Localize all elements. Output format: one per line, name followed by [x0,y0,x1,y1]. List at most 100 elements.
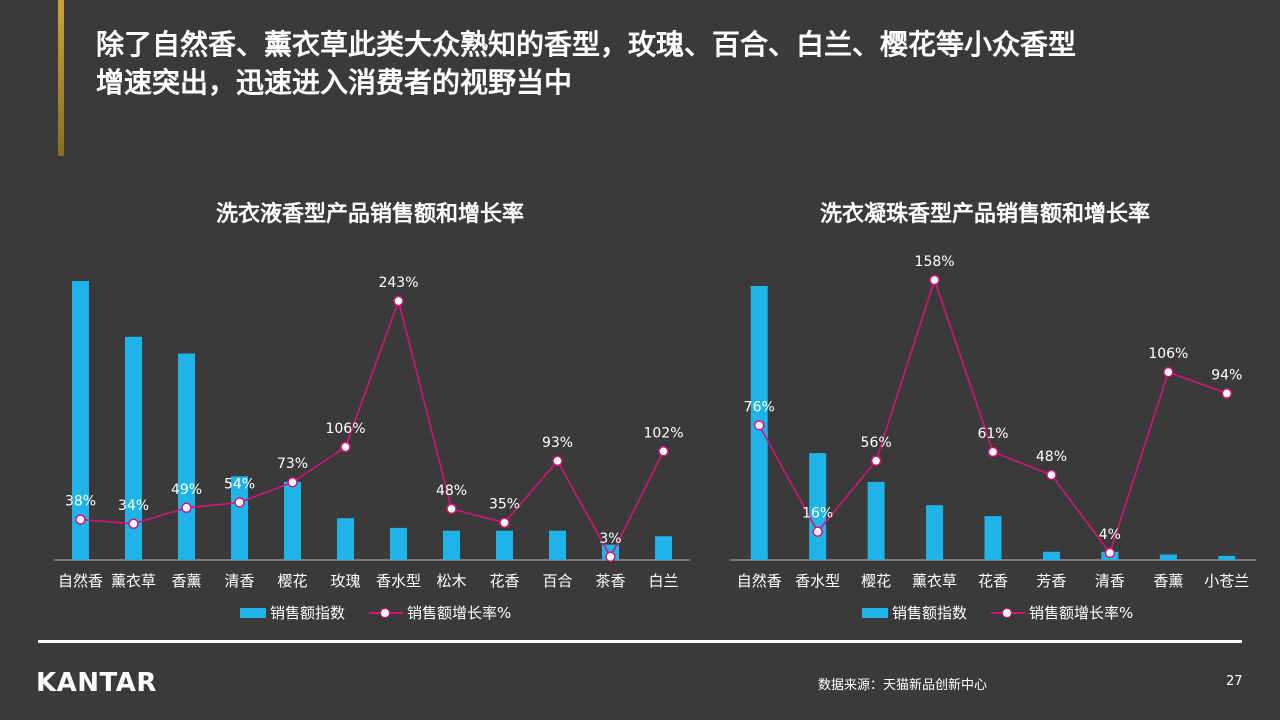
chart1-category-label: 松木 [436,572,466,590]
chart2-category-label: 花香 [978,572,1008,590]
chart1-growth-label: 38% [65,493,96,509]
chart1-growth-point [340,441,351,453]
chart2-category-label: 清香 [1095,572,1125,590]
chart2-growth-point [753,420,765,431]
chart2-growth-point [987,446,999,458]
chart2-category-label: 芳香 [1036,572,1066,590]
chart1-bar [655,536,672,560]
chart2-growth-label: 61% [977,426,1008,442]
chart1-bar [337,518,354,560]
chart2-category-label: 香薰 [1153,572,1183,590]
chart1-bar [125,336,142,560]
chart1-bar [284,481,301,560]
chart1-growth-point [234,497,245,508]
chart1-legend: 销售额指数 销售额增长率% [240,602,511,623]
chart2-category-label: 自然香 [737,572,782,590]
chart1-growth-label: 54% [224,476,255,492]
chart2-category-label: 香水型 [795,572,840,590]
chart1-growth-point [393,295,404,307]
chart1-bar [549,530,566,560]
chart1-category-label: 香薰 [171,572,201,590]
page-title-line1: 除了自然香、薰衣草此类大众熟知的香型，玫瑰、百合、白兰、樱花等小众香型 [96,28,1077,61]
page-title: 除了自然香、薰衣草此类大众熟知的香型，玫瑰、百合、白兰、樱花等小众香型 增速突出… [96,26,1246,102]
chart1-growth-point [128,518,139,530]
legend-line-swatch [369,607,404,619]
chart2-growth-label: 94% [1211,367,1242,383]
chart1-bar [443,530,460,560]
chart1-category-label: 茶香 [595,572,625,590]
chart1-growth-point [181,502,192,514]
chart1-growth-label: 49% [171,482,202,498]
kantar-logo: KANTAR [36,668,157,698]
chart1-bar [390,527,407,560]
legend-line-label: 销售额增长率% [1029,604,1134,622]
chart2-bar [1042,551,1060,560]
chart2-growth-point [870,455,882,467]
chart1-growth-label: 48% [436,483,467,499]
chart1-category-label: 薰衣草 [111,572,156,590]
chart2-legend: 销售额指数 销售额增长率% [862,602,1133,623]
chart2-growth-label: 106% [1148,346,1188,362]
chart1-category-label: 百合 [542,572,572,590]
chart2-growth-point [1046,469,1057,481]
chart2-growth-point [812,526,823,537]
chart1-growth-label: 106% [325,421,365,437]
chart2-bar [926,505,944,560]
legend-bar-swatch [240,607,266,618]
chart2-title: 洗衣凝珠香型产品销售额和增长率 [819,202,1150,227]
chart2-growth-point [929,274,940,286]
chart1-category-label: 樱花 [277,572,307,590]
chart1-bar [72,281,89,560]
chart2-growth-point [1104,547,1116,559]
chart1-category-label: 花香 [489,572,519,590]
chart1-bar [178,353,195,560]
chart2-category-label: 樱花 [861,572,891,590]
chart2-bar [1218,555,1236,560]
chart1-bar [231,476,248,560]
chart2-bar [1159,554,1177,560]
chart1-category-label: 自然香 [58,572,103,590]
legend-line-swatch [991,607,1026,619]
page-title-line2: 增速突出，迅速进入消费者的视野当中 [96,66,573,99]
chart2-growth-point [1221,388,1233,399]
chart2-growth-label: 158% [915,254,955,270]
chart2-bar [984,516,1002,560]
chart2-growth-label: 76% [744,399,775,415]
legend-bar-label: 销售额指数 [892,604,968,622]
chart1-growth-label: 3% [599,531,621,547]
chart1-growth-label: 73% [277,456,308,472]
chart1-growth-label: 34% [118,498,149,514]
chart1-growth-label: 102% [643,425,683,441]
chart1-category-label: 白兰 [648,572,678,590]
chart2-bar [867,481,885,560]
legend-line-label: 销售额增长率% [407,604,512,622]
chart1-category-label: 玫瑰 [330,572,360,590]
data-source: 数据来源：天猫新品创新中心 [818,678,988,693]
chart1-growth-label: 35% [489,497,520,513]
chart1-growth-point [75,514,86,525]
chart1-category-label: 清香 [224,572,254,590]
chart1-growth-point [658,446,669,457]
chart2-category-label: 薰衣草 [912,572,957,590]
chart1-growth-point [552,455,563,467]
chart2-growth-label: 16% [802,506,833,522]
chart2-growth-label: 48% [1036,449,1067,465]
chart2-growth-point [1163,366,1174,378]
chart2-category-label: 小苍兰 [1204,572,1249,590]
chart1-growth-point [605,551,616,563]
chart1-growth-point [499,517,510,528]
legend-bar-label: 销售额指数 [270,604,346,622]
chart1-growth-point [287,476,298,488]
chart1-category-label: 香水型 [376,572,421,590]
chart1-bar [496,530,513,560]
chart1-title: 洗衣液香型产品销售额和增长率 [215,202,524,227]
chart1-growth-point [446,503,457,515]
chart1-growth-label: 93% [542,435,573,451]
accent-bar [58,0,64,156]
chart2-growth-label: 4% [1099,527,1121,543]
footer-divider [38,640,1242,643]
chart1-growth-label: 243% [378,275,418,291]
chart1-growth-line [80,298,665,559]
page-number: 27 [1226,674,1243,689]
